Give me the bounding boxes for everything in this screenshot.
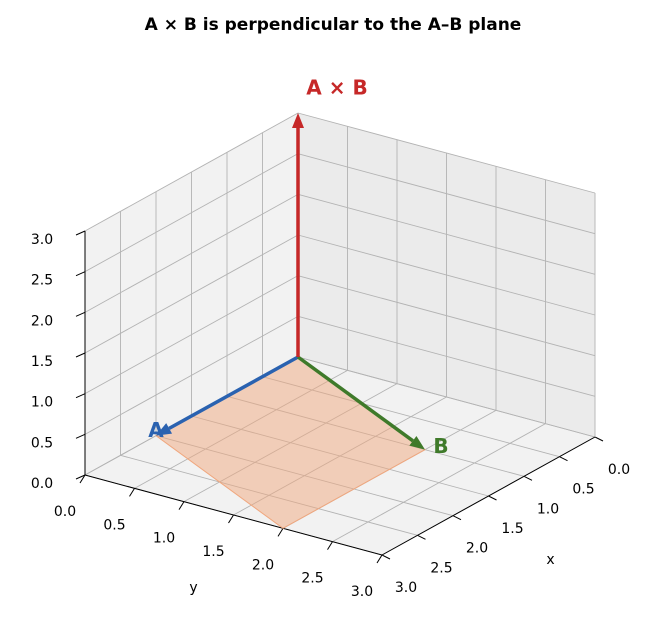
arrowhead (292, 113, 304, 128)
grid-line (84, 234, 299, 354)
grid-line (84, 153, 299, 273)
y-tick-label: 2.0 (252, 557, 274, 573)
grid-line (297, 234, 596, 316)
z-tick (75, 474, 86, 480)
grid-line (84, 193, 299, 313)
z-tick-label: 1.0 (31, 395, 53, 411)
y-tick-label: 0.0 (54, 504, 76, 520)
z-tick-label: 3.0 (31, 232, 53, 248)
z-tick (75, 433, 86, 439)
y-tick (129, 488, 135, 497)
y-tick-label: 2.5 (301, 571, 323, 587)
y-tick-label: 3.0 (351, 584, 373, 600)
x-tick-label: 1.5 (501, 521, 523, 537)
x-tick-label: 2.5 (430, 560, 452, 576)
x-tick (381, 554, 391, 560)
y-tick (79, 474, 86, 484)
axis-line (381, 436, 596, 556)
vector-label: A (148, 418, 164, 442)
grid-line (84, 275, 299, 395)
vector (296, 355, 414, 443)
grid-line (297, 356, 596, 438)
y-tick-label: 1.0 (153, 531, 175, 547)
x-tick-label: 1.0 (537, 501, 559, 517)
x-tick (559, 456, 568, 462)
y-tick (228, 514, 234, 524)
vector (168, 355, 299, 430)
arrowhead (156, 423, 173, 436)
z-tick-label: 0.5 (31, 435, 53, 451)
z-tick (75, 311, 86, 317)
grid-line (297, 112, 596, 194)
y-axis-label: y (189, 580, 197, 596)
z-tick (75, 352, 86, 358)
y-tick (327, 541, 333, 550)
y-tick (277, 528, 284, 537)
x-tick-label: 3.0 (395, 580, 417, 596)
x-tick-label: 0.5 (572, 482, 594, 498)
y-tick (376, 554, 383, 564)
vector-label: A × B (306, 76, 367, 100)
grid-line (297, 153, 596, 235)
y-tick-label: 0.5 (103, 517, 125, 533)
vector-label: B (433, 434, 448, 458)
z-tick (75, 230, 86, 236)
x-tick (523, 475, 533, 481)
grid-line (332, 423, 546, 543)
x-tick-label: 2.0 (466, 541, 488, 557)
z-tick-label: 2.5 (31, 273, 53, 289)
x-tick (488, 495, 497, 501)
z-tick-label: 0.0 (31, 476, 53, 492)
axis-line (84, 474, 383, 556)
arrowhead (409, 435, 425, 450)
chart-title: A × B is perpendicular to the A–B plane (145, 15, 522, 35)
x-tick (594, 436, 604, 442)
y-tick (178, 501, 185, 510)
z-tick (75, 271, 86, 277)
x-tick-label: 0.0 (608, 462, 630, 478)
z-tick (75, 393, 86, 399)
z-tick-label: 1.5 (31, 354, 53, 370)
x-axis-label: x (546, 552, 554, 568)
x-tick (452, 515, 462, 521)
grid-line (84, 112, 299, 232)
x-tick (417, 534, 426, 540)
grid-line (297, 315, 596, 397)
grid-line (84, 315, 299, 435)
y-tick-label: 1.5 (202, 544, 224, 560)
grid-line (297, 275, 596, 357)
z-tick-label: 2.0 (31, 313, 53, 329)
grid-line (297, 193, 596, 275)
